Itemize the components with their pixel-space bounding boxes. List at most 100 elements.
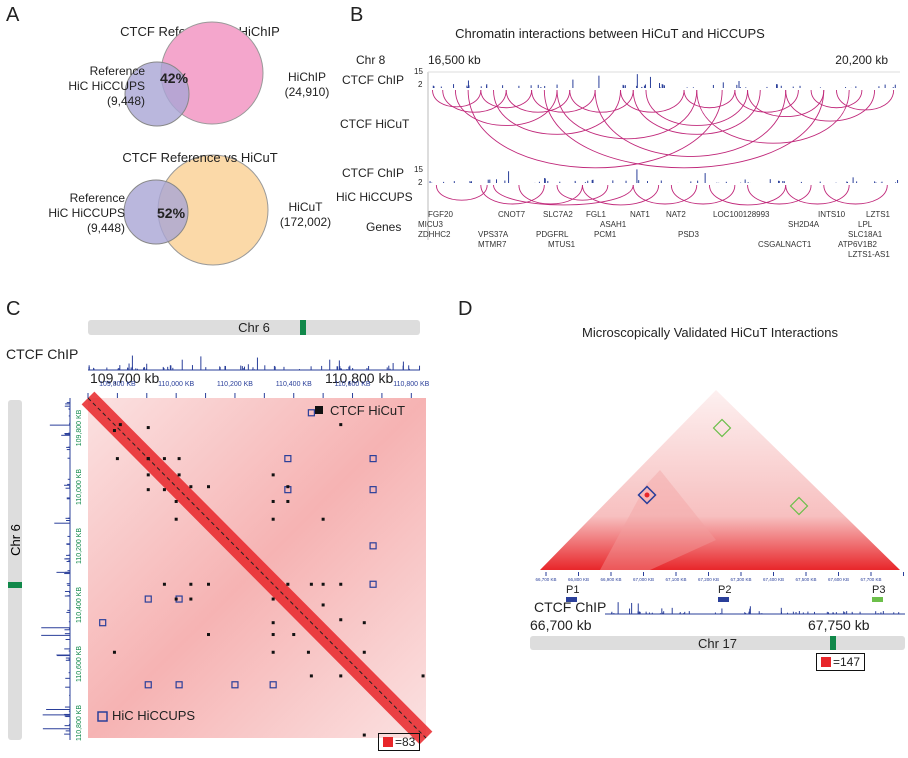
hicut-dot <box>271 499 275 503</box>
d-chromosome-bar <box>530 636 905 650</box>
label-line: HiC HiCCUPS <box>48 206 125 220</box>
b-track3-label: CTCF ChIP <box>342 166 405 180</box>
hicut-dot <box>339 618 343 622</box>
hicut-dot <box>362 650 366 654</box>
hicut-dot <box>189 597 193 601</box>
gene-label: PCM1 <box>594 230 617 239</box>
gene-label: LPL <box>858 220 873 229</box>
d-scale-box: =147 <box>816 653 866 671</box>
interaction-arc <box>785 89 876 122</box>
b-end: 20,200 kb <box>835 53 888 67</box>
hiccups-dot <box>307 409 315 417</box>
panel-label-d: D <box>458 298 473 320</box>
gene-label: CNOT7 <box>498 210 526 219</box>
d-scale-value: =147 <box>833 655 861 669</box>
c-left-chr-label: Chr 6 <box>8 524 23 556</box>
d-validated-box <box>712 418 732 438</box>
interaction-arc <box>581 184 660 206</box>
hicut-dot <box>189 485 193 489</box>
d-tick-label: 67,200 KB <box>697 577 720 582</box>
c-top-tick-label: 110,000 KB <box>158 381 195 388</box>
d-tick-label: 67,000 KB <box>632 577 655 582</box>
hicut-dot <box>306 650 310 654</box>
c-legend-hicut: CTCF HiCuT <box>330 403 406 418</box>
venn2-overlap: 52% <box>157 205 186 221</box>
gene-label: MTUS1 <box>548 240 576 249</box>
gene-label: LOC100128993 <box>713 210 770 219</box>
gene-label: SLC18A1 <box>848 230 883 239</box>
c-top-tick-label: 109,800 KB <box>99 381 136 388</box>
interaction-arc <box>594 89 787 157</box>
hicut-dot <box>207 485 211 489</box>
gene-label: INTS10 <box>818 210 846 219</box>
interaction-arc <box>543 89 825 169</box>
b-track1-label: CTCF ChIP <box>342 73 405 87</box>
d-tick-label: 67,100 KB <box>665 577 687 582</box>
hicut-dot <box>339 582 343 586</box>
b-scale-top2: 15 <box>414 165 423 174</box>
c-legend-hicut-icon <box>315 406 323 414</box>
d-scale-swatch <box>821 657 831 667</box>
interaction-arc <box>696 89 850 144</box>
interaction-arc <box>432 89 482 108</box>
c-legend-hiccups: HiC HiCCUPS <box>112 708 196 723</box>
hicut-dot <box>174 499 178 503</box>
b-title: Chromatin interactions between HiCuT and… <box>455 26 765 41</box>
interaction-arc <box>493 89 621 135</box>
c-left-tick-label: 109,800 KB <box>76 409 83 446</box>
hicut-dot <box>309 674 313 678</box>
hicut-dot <box>321 517 325 521</box>
interaction-arc <box>620 89 685 113</box>
d-heatmap-triangle <box>540 390 900 570</box>
gene-label: SLC7A2 <box>543 210 573 219</box>
hicut-dot <box>174 517 178 521</box>
c-diagonal-dashed <box>87 397 427 739</box>
hicut-dot <box>115 457 119 461</box>
gene-label: MTMR7 <box>478 240 507 249</box>
hicut-dot <box>271 517 275 521</box>
hicut-dot <box>309 582 313 586</box>
d-title: Microscopically Validated HiCuT Interact… <box>581 325 838 340</box>
c-top-tick-label: 110,200 KB <box>216 381 253 388</box>
hicut-dot <box>286 499 290 503</box>
interaction-arc <box>747 184 812 205</box>
hicut-dot <box>271 633 275 637</box>
interaction-arc <box>810 89 863 109</box>
hicut-dot <box>207 633 211 637</box>
hicut-dot <box>207 582 211 586</box>
interaction-arc <box>632 89 761 135</box>
venn2-left-label: Reference HiC HiCCUPS (9,448) <box>25 191 125 236</box>
interaction-arc <box>442 89 507 113</box>
interaction-arc <box>435 184 488 201</box>
hicut-dot <box>286 582 290 586</box>
c-contact-map: Chr 6 <box>8 355 433 745</box>
hicut-dot <box>362 733 366 737</box>
b-scale-bot2: 2 <box>418 178 423 187</box>
d-validated-box <box>789 496 809 516</box>
gene-label: ATP6V1B2 <box>838 240 877 249</box>
d-tick-label: 66,700 KB <box>535 577 557 582</box>
hicut-dot <box>174 597 178 601</box>
hicut-dot <box>362 621 366 625</box>
c-top-tick-label: 110,400 KB <box>275 381 312 388</box>
probe-marker <box>872 597 883 602</box>
b-scale-top1: 15 <box>414 67 423 76</box>
c-left-chromosome-bar <box>8 400 22 740</box>
gene-label: NAT1 <box>630 210 650 219</box>
b-start: 16,500 kb <box>428 53 481 67</box>
c-left-tick-label: 110,200 KB <box>76 527 83 564</box>
gene-label: FGF20 <box>428 210 453 219</box>
d-interaction-dot <box>644 492 650 498</box>
venn1-right-label: HiChIP (24,910) <box>272 70 342 100</box>
hicut-dot <box>286 485 290 489</box>
b-chr: Chr 8 <box>356 53 386 67</box>
probe-label: P2 <box>718 584 732 596</box>
c-start: 109,700 kb <box>90 370 160 386</box>
gene-label: FGL1 <box>586 210 607 219</box>
hicut-dot <box>146 488 150 492</box>
hicut-dot <box>177 457 181 461</box>
b-scale-bot1: 2 <box>418 80 423 89</box>
venn2-reference-circle <box>123 179 189 245</box>
c-region-marker <box>300 320 306 335</box>
